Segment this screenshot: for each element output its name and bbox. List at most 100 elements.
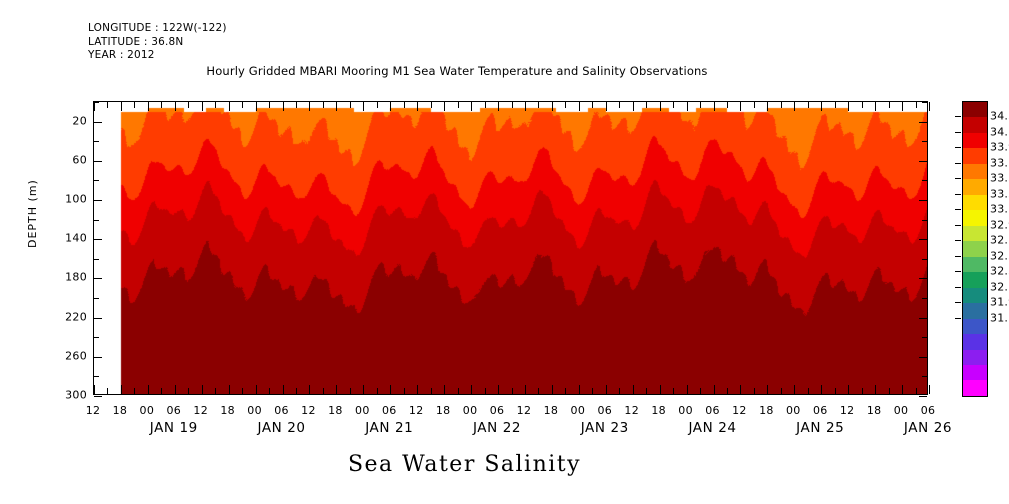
x-tick-bottom [174,385,176,394]
colorbar-tick [955,286,961,288]
colorbar-tick-label: 32.7 [990,233,1009,247]
y-tick-left [94,356,102,358]
x-hour-label: 12 [301,404,316,417]
y-tick-right [919,160,927,162]
x-hour-label: 06 [381,404,397,417]
x-tick-bottom [888,388,890,394]
x-tick-bottom [524,385,526,394]
x-tick-bottom [161,388,163,394]
x-tick-bottom [417,385,419,394]
x-tick-top [255,102,257,111]
x-tick-top [686,102,688,111]
x-tick-top [538,102,540,108]
x-tick-top [929,102,930,111]
colorbar-tick-label: 34.3 [990,109,1009,123]
x-tick-bottom [201,385,203,394]
x-tick-top [484,102,486,108]
x-tick-top [915,102,917,108]
x-tick-bottom [632,385,634,394]
x-tick-bottom [94,385,95,394]
x-hour-label: 00 [462,404,478,417]
x-tick-bottom [726,388,728,394]
x-tick-bottom [753,388,755,394]
variable-title: Sea Water Salinity [347,452,582,477]
x-hour-label: 18 [435,404,451,417]
colorbar-tick [955,193,961,195]
x-tick-top [713,102,715,111]
x-tick-bottom [592,388,594,394]
x-tick-top [861,102,863,108]
x-tick-bottom [834,388,836,394]
x-tick-top [511,102,513,108]
x-tick-top [592,102,594,108]
x-tick-bottom [551,385,553,394]
y-tick-right-minor [922,258,927,260]
x-tick-bottom [484,388,486,394]
y-tick-right [919,200,927,201]
x-hour-label: 12 [85,404,101,417]
x-hour-label: 18 [651,404,666,417]
colorbar-tick [955,255,961,257]
x-tick-top [376,102,378,108]
x-tick-top [215,102,217,108]
x-hour-label: 00 [893,404,909,417]
x-hour-label: 00 [570,404,586,417]
colorbar-tick-label: 34.1 [990,125,1009,139]
x-tick-bottom [875,385,877,394]
x-tick-top [471,102,473,111]
y-tick-left [94,200,102,201]
x-hour-label: 12 [732,404,747,417]
x-tick-bottom [619,388,621,394]
colorbar-tick-label: 32.1 [990,280,1009,294]
x-tick-bottom [107,388,109,394]
colorbar-swatch [963,272,987,288]
colorbar-swatch [963,256,987,273]
x-hour-label: 12 [408,404,424,417]
x-tick-bottom [498,385,500,394]
x-tick-bottom [713,385,715,394]
y-tick-label: 60 [72,153,87,167]
x-tick-top [700,102,702,108]
x-tick-bottom [390,385,392,394]
y-tick-left-minor [94,180,99,182]
x-tick-bottom [659,385,661,394]
x-tick-top [673,102,675,108]
x-hour-label: 18 [220,404,235,417]
x-tick-top [753,102,755,108]
colorbar-swatch [963,225,987,242]
x-tick-bottom [767,385,769,394]
x-tick-bottom [242,388,244,394]
x-tick-top [403,102,405,108]
colorbar-swatch [963,334,987,350]
x-hour-label: 12 [624,404,640,417]
x-tick-bottom [134,388,136,394]
colorbar-tick [955,302,961,304]
x-hour-label: 12 [193,404,209,417]
colorbar-tick-label: 33.9 [990,140,1009,154]
x-tick-bottom [147,385,149,394]
x-tick-bottom [376,388,378,394]
x-tick-bottom [363,385,365,394]
contour-canvas [94,102,927,394]
x-tick-bottom [700,388,702,394]
x-tick-bottom [673,388,675,394]
x-tick-top [134,102,136,108]
x-tick-top [726,102,728,108]
x-hour-label: 06 [597,404,613,417]
x-tick-bottom [686,385,688,394]
x-tick-bottom [430,388,432,394]
x-tick-bottom [336,385,338,394]
y-tick-label: 220 [65,310,87,324]
colorbar-swatch [963,163,987,180]
x-day-label: JAN 21 [365,420,414,436]
y-tick-left [94,317,102,319]
x-tick-top [120,102,122,111]
y-tick-label: 180 [65,270,87,284]
x-tick-top [228,102,230,111]
y-tick-right-minor [922,141,927,143]
x-tick-top [242,102,244,108]
y-tick-left-minor [94,219,99,221]
y-tick-left-minor [94,376,99,378]
x-hour-label: 00 [139,404,155,417]
y-tick-label: 260 [65,349,87,363]
